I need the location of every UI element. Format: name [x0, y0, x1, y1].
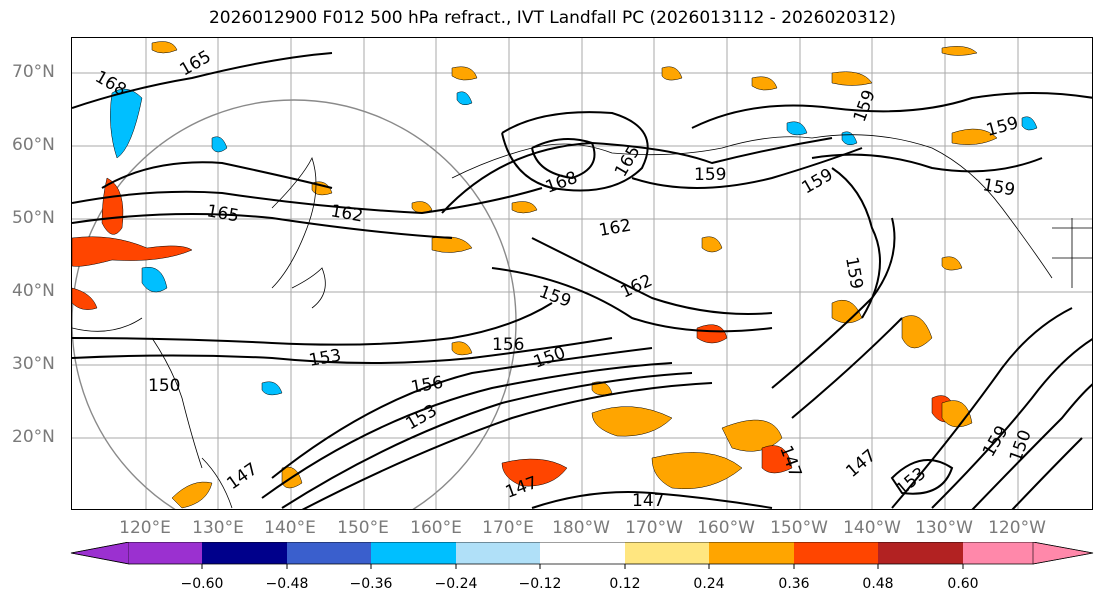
contour-label: 159: [841, 255, 866, 290]
range-circle: [72, 99, 517, 509]
colorbar-tick-label: −0.60: [180, 576, 224, 592]
lat-label-30n: 30°N: [12, 354, 55, 374]
colorbar-tick-label: 0.36: [778, 576, 810, 592]
contour-label: 165: [205, 201, 240, 226]
colorbar-outline: [70, 542, 1094, 565]
map-svg: 168 165 165 162 168 165 159 159 159 159 …: [72, 38, 1092, 510]
lon-label-160e: 160°E: [410, 518, 462, 538]
colorbar-segment-6: [456, 542, 540, 564]
colorbar-segment-8: [625, 542, 709, 564]
coastlines: [72, 134, 1092, 509]
graticule: [72, 38, 1092, 509]
contour-label: 156: [409, 373, 444, 398]
contour-label: 147: [223, 459, 261, 494]
lat-label-20n: 20°N: [12, 427, 55, 447]
colorbar-segment-9: [709, 542, 794, 564]
lat-label-70n: 70°N: [12, 62, 55, 82]
contour-label: 159: [981, 175, 1016, 200]
lat-label-40n: 40°N: [12, 281, 55, 301]
colorbar-tick-label: 0.48: [862, 576, 894, 592]
contour-lines: [72, 52, 1092, 509]
contour-label: 150: [531, 343, 568, 373]
contour-label: 147: [632, 491, 664, 510]
lon-label-140w: 140°W: [843, 518, 901, 538]
contour-label: 159: [850, 87, 880, 124]
contour-label: 159: [984, 113, 1021, 141]
lon-label-160w: 160°W: [697, 518, 755, 538]
lon-label-150w: 150°W: [770, 518, 828, 538]
lon-label-170w: 170°W: [625, 518, 683, 538]
colorbar-segment-7: [540, 542, 625, 564]
contour-label: 156: [492, 335, 524, 355]
colorbar-tick-label: 0.24: [693, 576, 725, 592]
contour-label: 162: [329, 201, 364, 226]
contour-label: 159: [799, 165, 837, 199]
lon-label-130e: 130°E: [192, 518, 244, 538]
map-panel: 168 165 165 162 168 165 159 159 159 159 …: [71, 37, 1093, 510]
lon-label-130w: 130°W: [915, 518, 973, 538]
colorbar-tick-label: 0.60: [947, 576, 979, 592]
colorbar-ticks: [201, 564, 964, 569]
colorbar-tick-label: −0.36: [349, 576, 393, 592]
chart-title: 2026012900 F012 500 hPa refract., IVT La…: [208, 8, 896, 28]
contour-labels: 168 165 165 162 168 165 159 159 159 159 …: [92, 47, 1036, 510]
contour-label: 159: [694, 165, 726, 185]
contour-label: 153: [307, 346, 342, 371]
lon-label-120e: 120°E: [119, 518, 171, 538]
colorbar-segment-12: [963, 542, 1033, 564]
colorbar-tick-label: −0.48: [265, 576, 309, 592]
contour-label: 168: [543, 168, 580, 198]
colorbar-segment-4: [287, 542, 371, 564]
colorbar-segment-5: [371, 542, 456, 564]
colorbar-segment-1: [70, 542, 130, 565]
colorbar-tick-label: −0.12: [518, 576, 562, 592]
colorbar-tick-label: −0.24: [434, 576, 478, 592]
lon-label-150e: 150°E: [337, 518, 389, 538]
colorbar-segment-11: [878, 542, 963, 564]
contour-label: 162: [597, 216, 632, 241]
lon-label-140e: 140°E: [264, 518, 316, 538]
lon-label-180w: 180°W: [552, 518, 610, 538]
lon-label-170e: 170°E: [482, 518, 534, 538]
colorbar: [70, 542, 1094, 569]
contour-label: 150: [148, 376, 180, 396]
colorbar-segment-2: [129, 542, 202, 564]
contour-label: 147: [775, 443, 805, 480]
colorbar-segment-10: [794, 542, 878, 564]
lon-label-120w: 120°W: [988, 518, 1046, 538]
lat-label-50n: 50°N: [12, 208, 55, 228]
colorbar-segment-13: [1032, 542, 1094, 565]
contour-label: 147: [842, 446, 880, 482]
colorbar-tick-label: 0.12: [609, 576, 641, 592]
contour-label: 165: [177, 47, 215, 81]
colorbar-segment-3: [202, 542, 287, 564]
lat-label-60n: 60°N: [12, 135, 55, 155]
